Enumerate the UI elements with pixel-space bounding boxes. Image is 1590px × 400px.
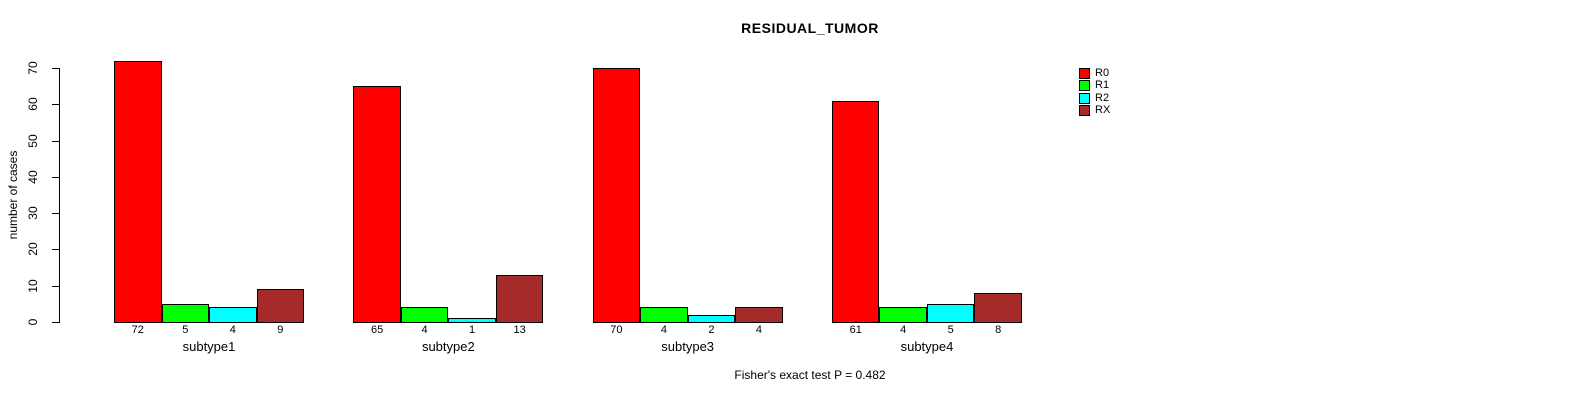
bar-value-label: 4 <box>421 324 428 336</box>
bar-value-label: 9 <box>277 324 284 336</box>
bar-r1-subtype1 <box>161 303 209 323</box>
category-label: subtype3 <box>661 339 715 354</box>
category-label: subtype1 <box>182 339 236 354</box>
bar-value-label: 5 <box>947 324 954 336</box>
bar-r2-subtype2 <box>448 318 496 323</box>
bar-r1-subtype4 <box>879 307 927 323</box>
legend-swatch-r1 <box>1079 80 1090 91</box>
bar-r2-subtype1 <box>209 307 257 323</box>
legend-label-r2: R2 <box>1095 91 1110 104</box>
legend-label-r1: R1 <box>1095 79 1110 91</box>
bar-rx-subtype2 <box>495 274 544 323</box>
legend-swatch-r2 <box>1079 92 1090 104</box>
bar-rx-subtype1 <box>256 289 304 323</box>
y-axis-tick <box>52 249 60 251</box>
bar-value-label: 70 <box>610 324 623 336</box>
bar-r0-subtype3 <box>592 68 641 323</box>
y-axis-tick <box>52 140 60 142</box>
bar-r1-subtype2 <box>400 307 449 323</box>
bar-r0-subtype4 <box>831 100 880 323</box>
bar-r0-subtype1 <box>114 60 162 323</box>
bar-rx-subtype3 <box>735 307 783 323</box>
annotation-fisher-test: Fisher's exact test P = 0.482 <box>734 368 886 382</box>
legend-label-r0: R0 <box>1095 66 1110 79</box>
bar-value-label: 2 <box>708 324 715 336</box>
bar-value-label: 4 <box>900 324 907 336</box>
bar-value-label: 4 <box>660 324 667 336</box>
bar-r1-subtype3 <box>640 307 688 323</box>
bar-value-label: 5 <box>182 324 189 336</box>
category-label: subtype2 <box>421 339 475 354</box>
bar-value-label: 65 <box>370 324 384 336</box>
bar-value-label: 13 <box>513 324 526 336</box>
legend-swatch-rx <box>1079 105 1090 116</box>
bar-value-label: 61 <box>849 324 862 336</box>
category-label: subtype4 <box>900 339 954 354</box>
legend-swatch-r0 <box>1079 67 1090 79</box>
bar-value-label: 4 <box>229 324 236 336</box>
y-axis-tick <box>52 322 60 323</box>
bar-value-label: 1 <box>469 324 476 336</box>
y-axis-line <box>59 68 60 323</box>
bar-r2-subtype3 <box>687 314 736 323</box>
bar-value-label: 8 <box>995 324 1002 336</box>
bar-r0-subtype2 <box>353 86 401 323</box>
bar-r2-subtype4 <box>926 303 975 323</box>
y-axis-tick <box>52 176 60 178</box>
y-axis-tick <box>52 104 60 106</box>
y-axis-tick <box>52 285 60 287</box>
legend-label-rx: RX <box>1095 104 1111 116</box>
y-axis-tick <box>52 68 60 69</box>
bar-value-label: 72 <box>131 324 144 336</box>
chart-title: RESIDUAL_TUMOR <box>741 20 879 36</box>
bar-value-label: 4 <box>755 324 762 336</box>
y-axis-tick <box>52 213 60 215</box>
bar-rx-subtype4 <box>974 292 1022 323</box>
